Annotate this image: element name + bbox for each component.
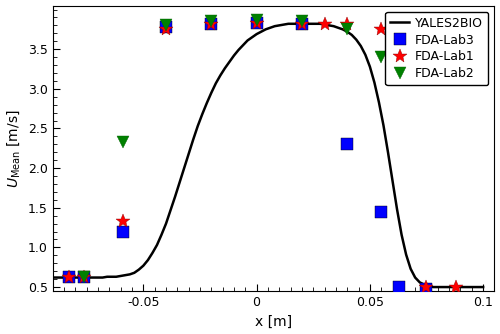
FDA-Lab2 [82,275,87,279]
YALES2BIO [480,285,486,289]
FDA-Lab1 [66,275,71,279]
FDA-Lab1 [424,285,430,289]
FDA-Lab3 [344,142,350,146]
FDA-Lab3 [396,285,402,289]
FDA-Lab1 [120,219,126,223]
YALES2BIO [286,22,292,26]
FDA-Lab2 [208,19,214,23]
Y-axis label: $U_\mathrm{Mean}$ [m/s]: $U_\mathrm{Mean}$ [m/s] [6,109,22,188]
FDA-Lab1 [344,22,350,26]
Line: FDA-Lab3: FDA-Lab3 [63,17,432,295]
FDA-Lab3 [424,288,430,292]
FDA-Lab2 [254,18,260,22]
FDA-Lab3 [82,275,87,279]
YALES2BIO [281,23,287,27]
YALES2BIO [453,285,459,289]
FDA-Lab2 [299,19,305,23]
Line: YALES2BIO: YALES2BIO [53,24,483,287]
FDA-Lab1 [322,22,328,26]
Legend: YALES2BIO, FDA-Lab3, FDA-Lab1, FDA-Lab2: YALES2BIO, FDA-Lab3, FDA-Lab1, FDA-Lab2 [385,12,488,85]
FDA-Lab2 [163,23,169,27]
YALES2BIO [108,275,114,279]
FDA-Lab3 [299,22,305,26]
FDA-Lab3 [254,21,260,25]
FDA-Lab2 [378,55,384,59]
FDA-Lab1 [254,21,260,25]
FDA-Lab1 [82,275,87,279]
YALES2BIO [50,276,56,280]
FDA-Lab3 [163,25,169,29]
FDA-Lab1 [163,27,169,31]
FDA-Lab1 [453,285,459,289]
YALES2BIO [236,48,242,52]
FDA-Lab2 [344,27,350,31]
FDA-Lab1 [299,22,305,26]
Line: FDA-Lab1: FDA-Lab1 [62,16,463,294]
YALES2BIO [172,195,178,199]
FDA-Lab1 [378,27,384,31]
YALES2BIO [267,26,273,30]
X-axis label: x [m]: x [m] [255,314,292,328]
Line: FDA-Lab2: FDA-Lab2 [79,14,386,282]
FDA-Lab2 [120,140,126,144]
YALES2BIO [430,285,436,289]
FDA-Lab1 [208,22,214,26]
FDA-Lab3 [208,22,214,26]
FDA-Lab3 [66,275,71,279]
FDA-Lab3 [120,229,126,233]
FDA-Lab3 [378,210,384,214]
